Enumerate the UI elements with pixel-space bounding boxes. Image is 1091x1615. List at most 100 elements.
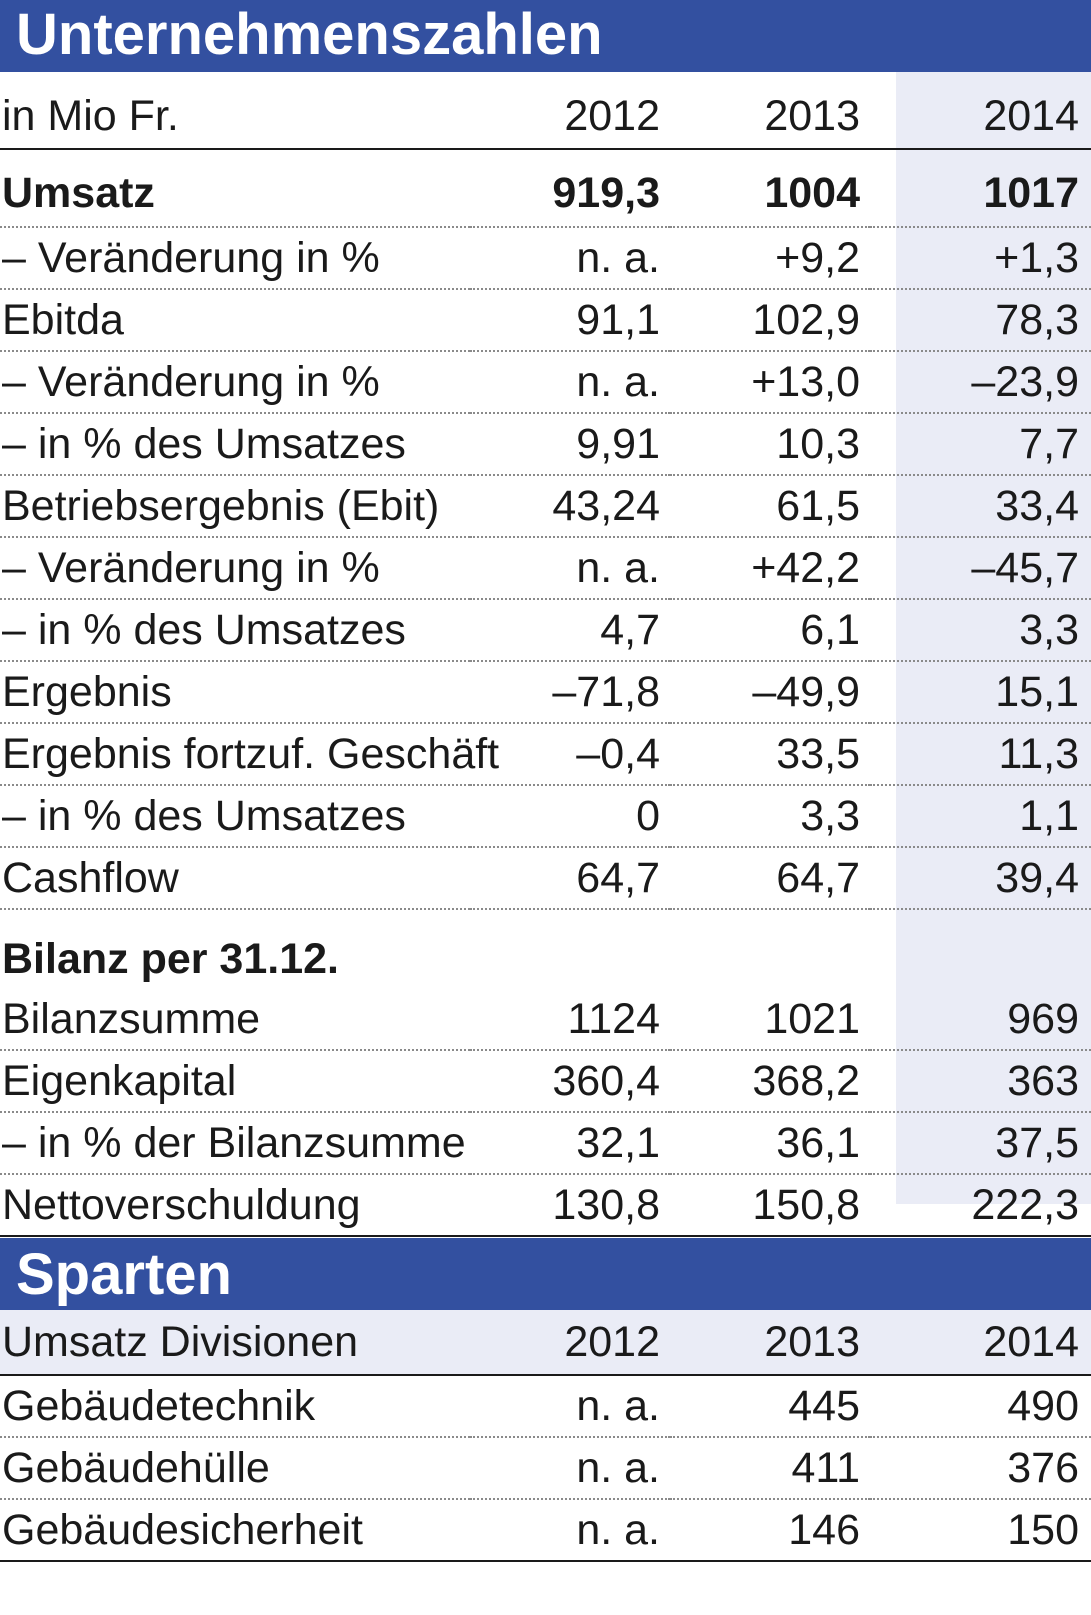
table-row: – Veränderung in % n. a. +42,2 –45,7 bbox=[0, 537, 1091, 600]
row-label: – in % des Umsatzes bbox=[0, 413, 470, 476]
row-label: Ergebnis bbox=[0, 661, 470, 724]
value-2014: 376 bbox=[870, 1437, 1091, 1500]
table-row: – in % des Umsatzes 0 3,3 1,1 bbox=[0, 785, 1091, 848]
row-label: – Veränderung in % bbox=[0, 351, 470, 414]
section-title: Sparten bbox=[16, 1242, 232, 1307]
table-row: – Veränderung in % n. a. +13,0 –23,9 bbox=[0, 351, 1091, 414]
value-2013: –49,9 bbox=[670, 661, 870, 724]
value-2012: 919,3 bbox=[470, 149, 670, 228]
value-2014: 7,7 bbox=[870, 413, 1091, 476]
value-2013: 10,3 bbox=[670, 413, 870, 476]
section-title: Unternehmenszahlen bbox=[16, 2, 603, 67]
value-2014: –23,9 bbox=[870, 351, 1091, 414]
value-2014: 15,1 bbox=[870, 661, 1091, 724]
value-2012: 64,7 bbox=[470, 847, 670, 910]
row-label: Gebäudetechnik bbox=[0, 1375, 470, 1438]
value-2013: 64,7 bbox=[670, 847, 870, 910]
company-figures-table: in Mio Fr. 2012 2013 2014 Umsatz 919,3 1… bbox=[0, 84, 1091, 1237]
value-2013: 146 bbox=[670, 1499, 870, 1562]
table-row: Eigenkapital 360,4 368,2 363 bbox=[0, 1050, 1091, 1113]
value-2013: 1021 bbox=[670, 989, 870, 1051]
row-label: Ergebnis fortzuf. Geschäft bbox=[0, 723, 499, 786]
value-2012: n. a. bbox=[470, 1375, 670, 1438]
value-2014: 3,3 bbox=[870, 599, 1091, 662]
table-row: – Veränderung in % n. a. +9,2 +1,3 bbox=[0, 227, 1091, 290]
value-2012: 9,91 bbox=[470, 413, 670, 476]
value-2014: 363 bbox=[870, 1050, 1091, 1113]
empty-cell bbox=[870, 909, 1091, 989]
value-2012: 43,24 bbox=[470, 475, 670, 538]
value-2013: 33,5 bbox=[670, 723, 870, 786]
row-label: Nettoverschuldung bbox=[0, 1174, 470, 1237]
value-2013: 6,1 bbox=[670, 599, 870, 662]
header-label: in Mio Fr. bbox=[0, 84, 470, 150]
value-2014: 37,5 bbox=[870, 1112, 1091, 1175]
table-row: Umsatz 919,3 1004 1017 bbox=[0, 149, 1091, 228]
value-2012: –0,4 bbox=[470, 723, 670, 786]
row-label: – in % der Bilanzsumme bbox=[0, 1112, 470, 1175]
value-2012: n. a. bbox=[470, 537, 670, 600]
value-2013: 150,8 bbox=[670, 1174, 870, 1237]
section-title-banner: Unternehmenszahlen bbox=[0, 0, 1091, 72]
table-row: Nettoverschuldung 130,8 150,8 222,3 bbox=[0, 1174, 1091, 1237]
value-2012: 1124 bbox=[470, 989, 670, 1051]
row-label: – Veränderung in % bbox=[0, 537, 470, 600]
row-label: Cashflow bbox=[0, 847, 470, 910]
value-2013: 102,9 bbox=[670, 289, 870, 352]
subheading-row: Bilanz per 31.12. bbox=[0, 909, 1091, 989]
value-2012: n. a. bbox=[470, 1437, 670, 1500]
divisions-table: Umsatz Divisionen 2012 2013 2014 Gebäude… bbox=[0, 1310, 1091, 1562]
header-2014: 2014 bbox=[870, 1310, 1091, 1376]
value-2013: 36,1 bbox=[670, 1112, 870, 1175]
value-2014: 969 bbox=[870, 989, 1091, 1051]
value-2013: +13,0 bbox=[670, 351, 870, 414]
value-2012: 360,4 bbox=[470, 1050, 670, 1113]
balance-subheading: Bilanz per 31.12. bbox=[2, 935, 339, 983]
value-2014: 1017 bbox=[870, 149, 1091, 228]
value-2012: n. a. bbox=[470, 227, 670, 290]
row-label: Gebäudehülle bbox=[0, 1437, 470, 1500]
header-2012: 2012 bbox=[470, 84, 670, 150]
value-2012: n. a. bbox=[470, 351, 670, 414]
value-2013: +42,2 bbox=[670, 537, 870, 600]
row-label: Bilanzsumme bbox=[0, 989, 470, 1051]
value-2014: +1,3 bbox=[870, 227, 1091, 290]
table-header-row: in Mio Fr. 2012 2013 2014 bbox=[0, 84, 1091, 150]
row-label: Betriebsergebnis (Ebit) bbox=[0, 475, 470, 538]
value-2013: 368,2 bbox=[670, 1050, 870, 1113]
value-2014: 490 bbox=[870, 1375, 1091, 1438]
row-label: – Veränderung in % bbox=[0, 227, 470, 290]
value-2014: 33,4 bbox=[870, 475, 1091, 538]
table-row: Gebäudesicherheit n. a. 146 150 bbox=[0, 1499, 1091, 1562]
value-2012: –71,8 bbox=[470, 661, 670, 724]
row-label: Umsatz bbox=[0, 149, 470, 228]
value-2012: 130,8 bbox=[470, 1174, 670, 1237]
header-label: Umsatz Divisionen bbox=[0, 1310, 470, 1376]
table-row: – in % der Bilanzsumme 32,1 36,1 37,5 bbox=[0, 1112, 1091, 1175]
row-label: Eigenkapital bbox=[0, 1050, 470, 1113]
table-row: – in % des Umsatzes 4,7 6,1 3,3 bbox=[0, 599, 1091, 662]
header-2014: 2014 bbox=[870, 84, 1091, 150]
value-2012: 32,1 bbox=[470, 1112, 670, 1175]
value-2013: 1004 bbox=[670, 149, 870, 228]
value-2014: –45,7 bbox=[870, 537, 1091, 600]
table-row: Ergebnis –71,8 –49,9 15,1 bbox=[0, 661, 1091, 724]
row-label: Ebitda bbox=[0, 289, 470, 352]
table-row: Cashflow 64,7 64,7 39,4 bbox=[0, 847, 1091, 910]
value-2014: 78,3 bbox=[870, 289, 1091, 352]
table-row: Betriebsergebnis (Ebit) 43,24 61,5 33,4 bbox=[0, 475, 1091, 538]
section-title-banner: Sparten bbox=[0, 1238, 1091, 1310]
table-row: Gebäudehülle n. a. 411 376 bbox=[0, 1437, 1091, 1500]
value-2014: 150 bbox=[870, 1499, 1091, 1562]
table-header-row: Umsatz Divisionen 2012 2013 2014 bbox=[0, 1310, 1091, 1376]
header-2012: 2012 bbox=[470, 1310, 670, 1376]
table-row: Ebitda 91,1 102,9 78,3 bbox=[0, 289, 1091, 352]
value-2014: 11,3 bbox=[870, 723, 1091, 786]
row-label: – in % des Umsatzes bbox=[0, 599, 470, 662]
value-2014: 222,3 bbox=[870, 1174, 1091, 1237]
table-row: – in % des Umsatzes 9,91 10,3 7,7 bbox=[0, 413, 1091, 476]
value-2012: 0 bbox=[470, 785, 670, 848]
table-row: Ergebnis fortzuf. Geschäft –0,4 33,5 11,… bbox=[0, 723, 1091, 786]
value-2013: 61,5 bbox=[670, 475, 870, 538]
header-2013: 2013 bbox=[670, 84, 870, 150]
